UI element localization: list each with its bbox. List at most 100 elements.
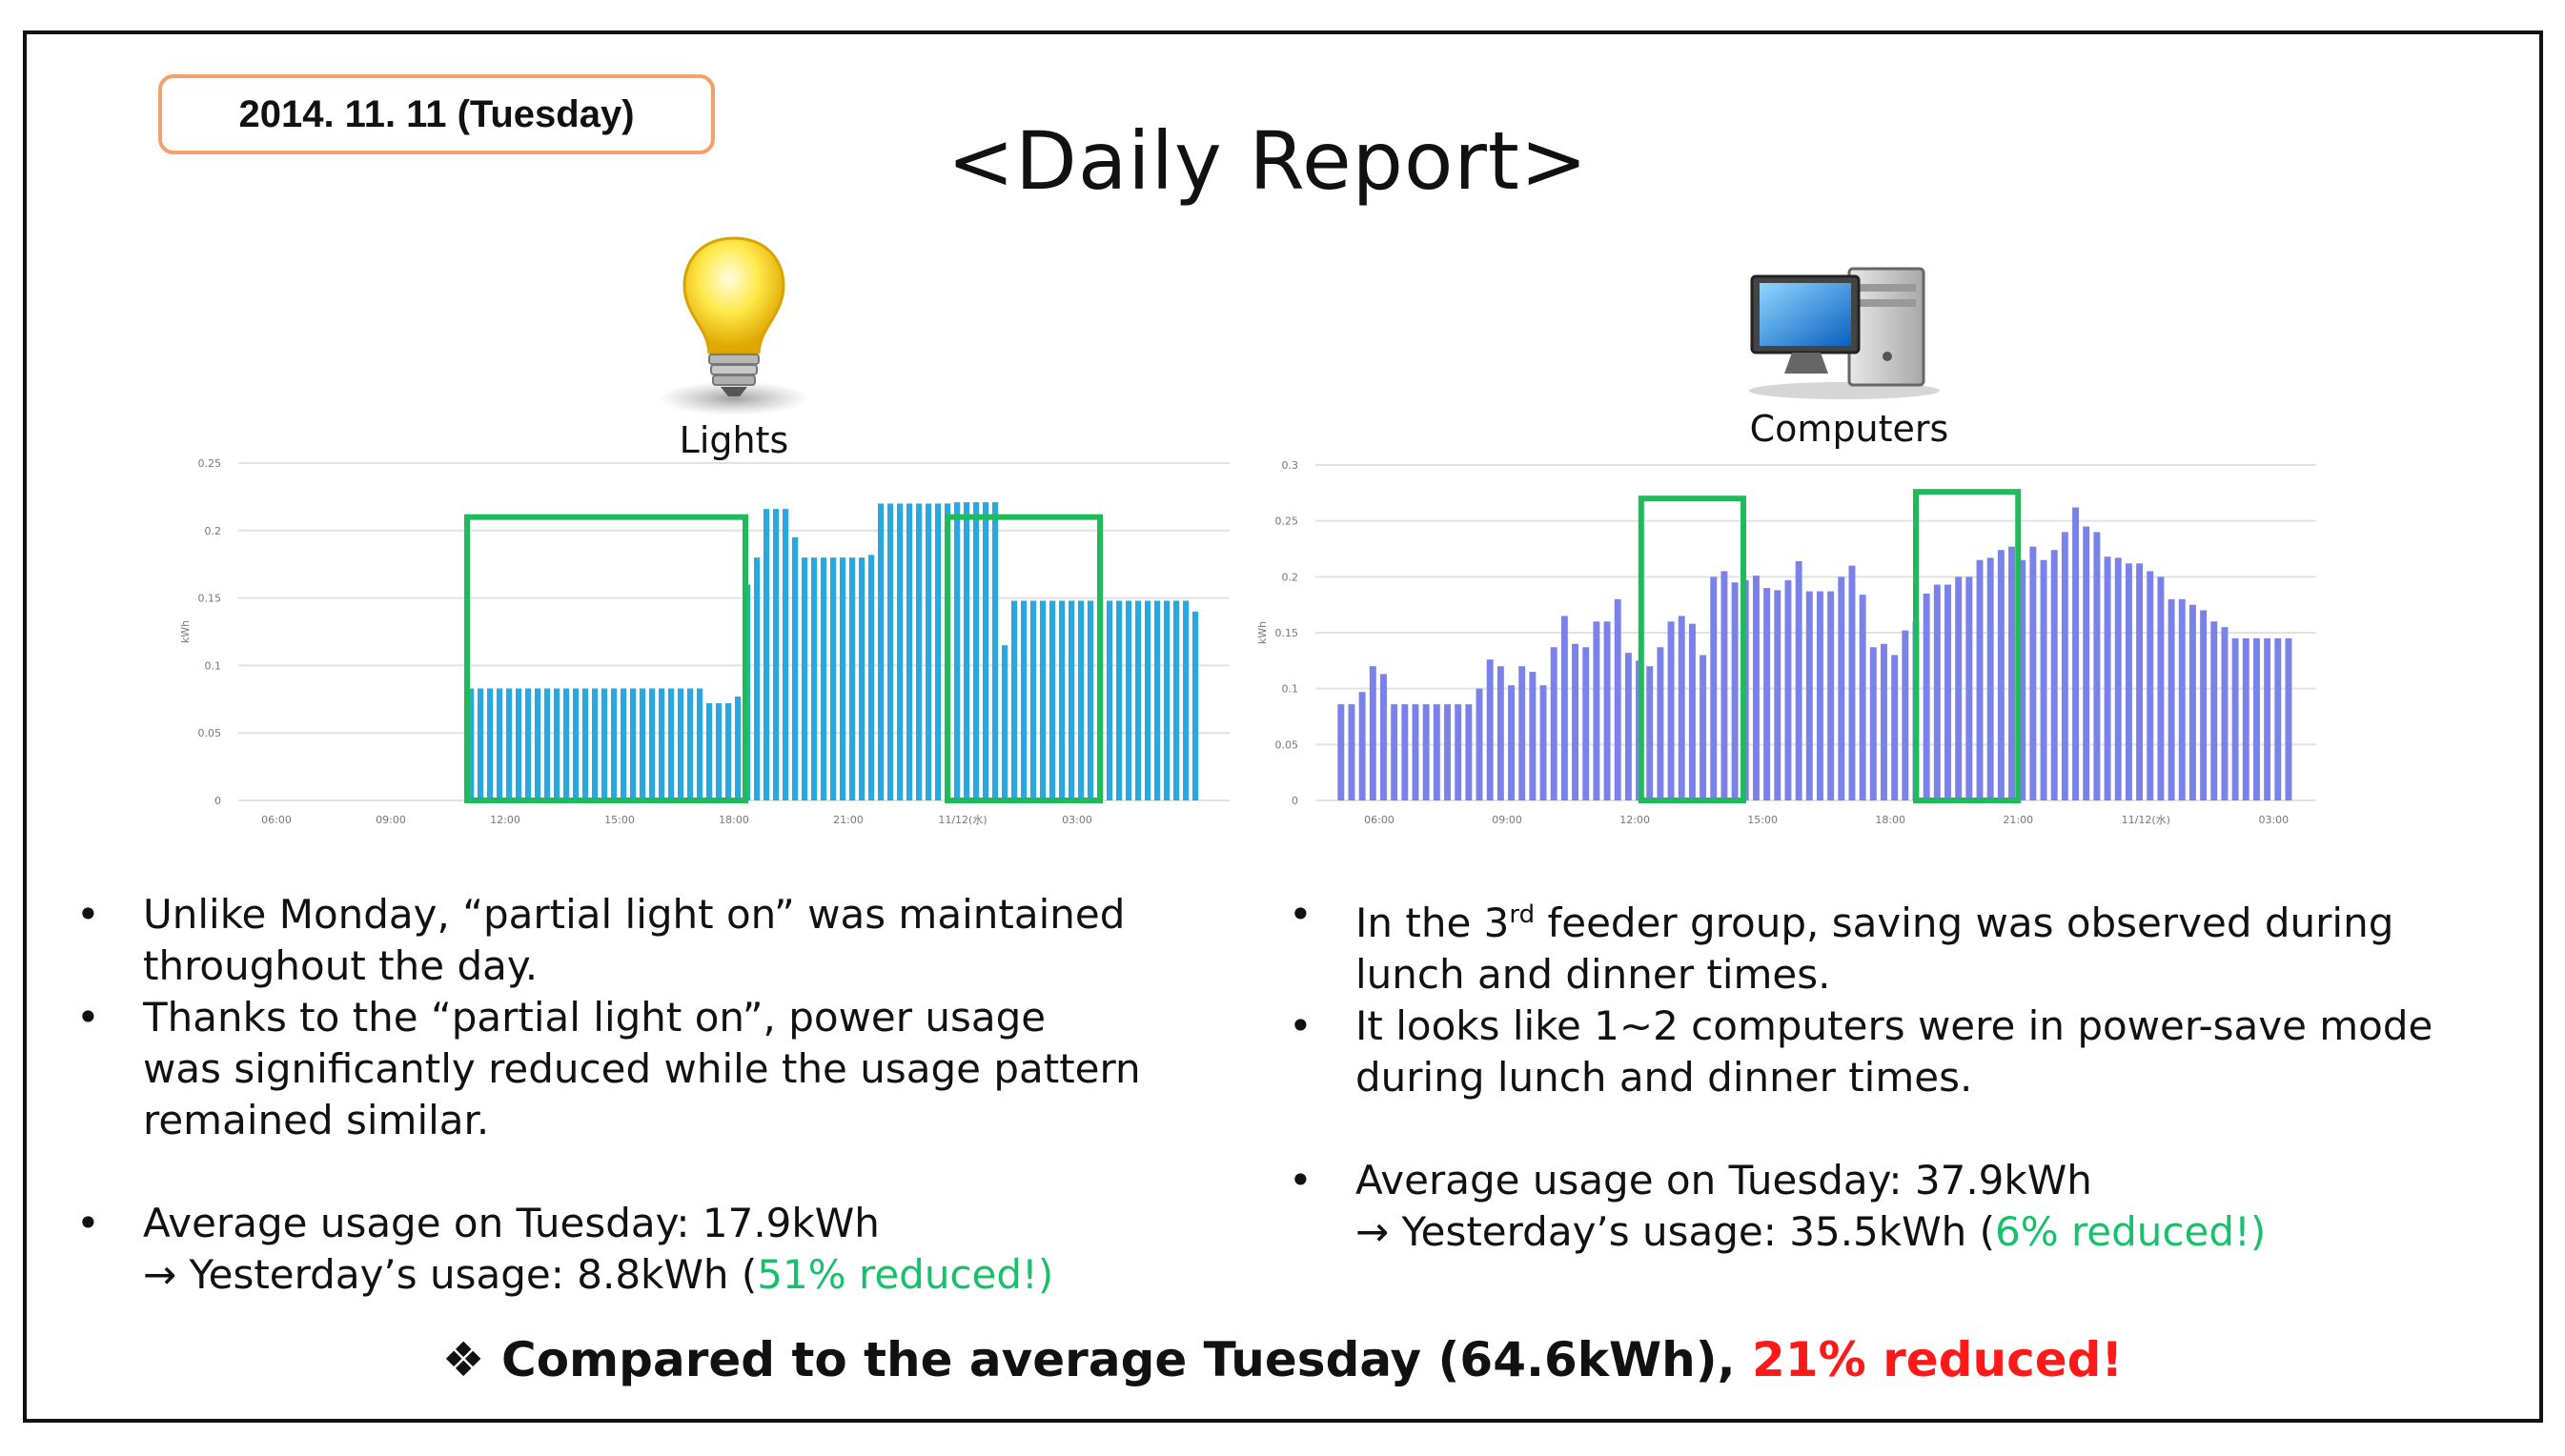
bar <box>1795 560 1802 800</box>
bar <box>964 502 970 800</box>
bar <box>668 688 675 800</box>
y-tick-label: 0.25 <box>1275 516 1299 528</box>
bar <box>1135 600 1142 800</box>
bar <box>2188 604 2196 800</box>
x-tick-label: 03:00 <box>1062 814 1092 826</box>
bar <box>2200 610 2208 800</box>
computers-note-3: Average usage on Tuesday: 37.9kWh → Yest… <box>1289 1155 2528 1258</box>
bar <box>887 503 894 800</box>
computers-reduction: 6% reduced!) <box>1994 1208 2267 1255</box>
computers-note-2-line-1: It looks like 1~2 computers were in powe… <box>1355 1002 2433 1049</box>
bar <box>1986 557 1994 800</box>
bar <box>1433 704 1440 800</box>
bar <box>1192 611 1199 800</box>
bar <box>1358 692 1366 800</box>
bar <box>2093 532 2101 800</box>
summary-footer: ❖ Compared to the average Tuesday (64.6k… <box>0 1332 2565 1387</box>
computers-average-usage: Average usage on Tuesday: 37.9kWh <box>1355 1157 2092 1203</box>
bar <box>1164 600 1171 800</box>
bar <box>573 688 580 800</box>
x-tick-label: 06:00 <box>261 814 292 826</box>
highlight-box <box>1913 489 2022 803</box>
bar <box>1657 647 1664 800</box>
bar <box>2136 563 2144 800</box>
bar <box>868 555 875 800</box>
bar <box>621 688 627 800</box>
bar <box>1881 643 1887 800</box>
bar <box>2061 532 2068 800</box>
bar <box>2050 550 2058 800</box>
lights-chart: 0 0.05 0.1 0.15 0.2 0.25 kWh 06:00 09:00 12:00 15:… <box>162 450 1239 831</box>
highlight-box <box>1638 495 1747 803</box>
bar <box>725 703 732 800</box>
bar <box>630 688 637 800</box>
y-tick-label: 0.15 <box>198 593 222 605</box>
y-tick-label: 0 <box>214 795 221 807</box>
bar <box>2114 557 2122 800</box>
bar <box>2252 637 2260 800</box>
bar <box>1078 600 1085 800</box>
bar <box>792 536 799 800</box>
bar <box>554 688 560 800</box>
bar <box>1752 576 1760 800</box>
bar <box>1049 600 1056 800</box>
bar <box>926 503 932 800</box>
bar <box>1107 600 1113 800</box>
bar <box>935 503 942 800</box>
bar <box>763 509 770 800</box>
bar <box>1183 600 1190 800</box>
bar <box>1838 576 1845 800</box>
highlight-box <box>945 514 1103 803</box>
highlight-box <box>464 514 748 803</box>
bar <box>1380 674 1387 800</box>
bar <box>1700 655 1707 800</box>
bar <box>1965 576 1973 800</box>
bar <box>1667 621 1675 800</box>
bar <box>2104 556 2111 800</box>
bar <box>1923 593 1930 800</box>
x-tick-label: 15:00 <box>1747 814 1778 826</box>
bar <box>697 688 703 800</box>
bar <box>811 557 818 800</box>
bar <box>1976 559 1984 800</box>
bar <box>916 503 923 800</box>
bar <box>1455 704 1462 800</box>
bar <box>1348 704 1355 800</box>
bar <box>535 688 541 800</box>
bar <box>1688 623 1696 800</box>
bar <box>516 688 522 800</box>
bar <box>1731 582 1739 800</box>
light-bulb-icon <box>648 229 820 419</box>
y-tick-label: 0.15 <box>1275 627 1299 639</box>
x-tick-label: 03:00 <box>2258 814 2289 826</box>
bar <box>659 688 665 800</box>
lights-note-2-line-2: was significantly reduced while the usag… <box>143 1045 1141 1092</box>
bar <box>1412 704 1419 800</box>
bar <box>1784 579 1792 800</box>
bar <box>1011 600 1018 800</box>
bar <box>1710 576 1718 800</box>
y-tick-label: 0.2 <box>1282 571 1299 583</box>
bar <box>611 688 618 800</box>
computers-label: Computers <box>1749 408 1949 450</box>
bar <box>2019 559 2026 800</box>
bar <box>983 502 989 800</box>
x-tick-label: 18:00 <box>719 814 749 826</box>
bar <box>1369 666 1376 800</box>
bar <box>649 688 656 800</box>
bar <box>1763 588 1771 800</box>
bar <box>1572 643 1579 800</box>
bar <box>1444 704 1451 800</box>
bar <box>1817 591 1823 800</box>
bar <box>2242 637 2249 800</box>
bar <box>1624 653 1632 800</box>
computers-notes: In the 3rd feeder group, saving was obse… <box>1289 889 2528 1258</box>
bar <box>1827 591 1835 800</box>
bar <box>2168 598 2175 800</box>
bar <box>2125 563 2132 800</box>
bar <box>1126 600 1132 800</box>
bar <box>2210 621 2218 800</box>
bar <box>1401 704 1409 800</box>
bar <box>1593 621 1600 800</box>
lights-reduction: 51% reduced! <box>757 1251 1038 1298</box>
